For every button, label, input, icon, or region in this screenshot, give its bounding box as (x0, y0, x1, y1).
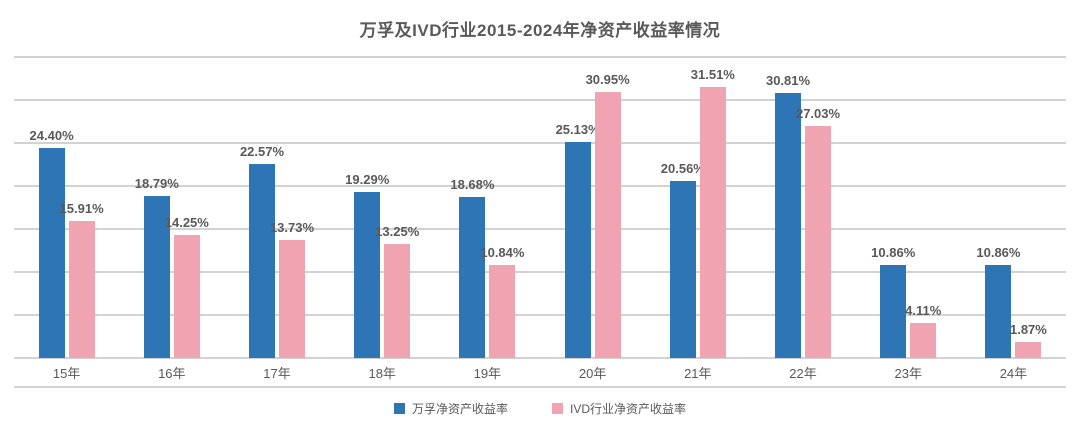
bar-wondfo-22年: 30.81% (766, 73, 810, 358)
x-tick-label-19年: 19年 (473, 365, 502, 381)
bar-value-label: 30.81% (765, 73, 811, 89)
bar-value-label: 18.68% (450, 177, 495, 193)
gridline-15 (14, 228, 1066, 230)
legend-item-ivd: IVD行业净资产收益率 (552, 400, 686, 417)
bar-value-label: 19.29% (345, 172, 390, 188)
bar-value-label: 13.73% (269, 219, 315, 235)
bar-wondfo-24年: 10.86% (976, 245, 1020, 358)
x-tick-label-16年: 16年 (158, 365, 186, 381)
bar-value-label: 10.86% (976, 244, 1021, 260)
bar-group-19年: 18.68% 10.84% (435, 57, 540, 358)
legend-swatch-icon (552, 402, 563, 414)
x-axis-labels: 15年 16年 17年 18年 19年 20年 21年 22年 23年 24年 (14, 358, 1066, 388)
bar-group-17年: 22.57% 13.73% (224, 57, 329, 358)
gridline-0 (14, 357, 1066, 359)
bar-value-label: 1.87% (1009, 321, 1047, 337)
chart-title: 万孚及IVD行业2015-2024年净资产收益率情况 (359, 21, 721, 40)
bar-ivd-23年: 4.11% (905, 303, 941, 358)
bar-wondfo-21年: 20.56% (661, 161, 705, 358)
plot-area: 24.40% 15.91% 18.79% 14.25% 22.57% 13.73% 19.2… (14, 56, 1066, 359)
bar-value-label: 10.84% (480, 244, 525, 260)
bar-ivd-20年: 30.95% (586, 72, 630, 358)
legend-label: IVD行业净资产收益率 (570, 401, 687, 416)
bar-ivd-19年: 10.84% (480, 245, 524, 358)
bar-value-label: 22.57% (239, 143, 285, 159)
bar-ivd-17年: 13.73% (270, 220, 314, 358)
gridline-35 (14, 56, 1066, 58)
gridline-5 (14, 314, 1066, 316)
legend-item-wondfo: 万孚净资产收益率 (393, 400, 508, 417)
bar-value-label: 15.91% (59, 201, 104, 217)
x-tick-label-22年: 22年 (789, 365, 817, 381)
x-tick-label-24年: 24年 (999, 365, 1028, 381)
bar-wondfo-23年: 10.86% (871, 245, 915, 358)
bar-value-label: 30.95% (585, 71, 630, 87)
gridline-10 (14, 271, 1066, 273)
bar-value-label: 10.86% (871, 244, 916, 260)
bar-value-label: 25.13% (555, 121, 600, 137)
bar-wondfo-20年: 25.13% (556, 122, 600, 358)
bar-value-label: 24.40% (29, 128, 74, 144)
bar-value-label: 31.51% (690, 67, 735, 83)
gridline-30 (14, 99, 1066, 101)
x-tick-label-21年: 21年 (684, 365, 712, 381)
bar-value-label: 14.25% (164, 215, 209, 231)
gridline-20 (14, 185, 1066, 187)
gridline-25 (14, 142, 1066, 144)
bar-group-21年: 20.56% 31.51% (645, 57, 750, 358)
bar-value-label: 18.79% (134, 176, 179, 192)
bar-wondfo-15年: 24.40% (30, 128, 74, 358)
bar-ivd-24年: 1.87% (1010, 322, 1047, 358)
bar-wondfo-17年: 22.57% (240, 144, 284, 358)
bar-wondfo-16年: 18.79% (135, 176, 179, 358)
bar-wondfo-19年: 18.68% (450, 177, 494, 358)
bar-ivd-21年: 31.51% (691, 67, 735, 358)
x-tick-label-23年: 23年 (894, 365, 922, 381)
bar-ivd-16年: 14.25% (165, 215, 209, 358)
bar-value-label: 4.11% (905, 302, 942, 318)
x-tick-label-20年: 20年 (578, 365, 607, 381)
bar-wondfo-18年: 19.29% (345, 172, 389, 358)
bar-value-label: 27.03% (795, 105, 841, 121)
bar-group-18年: 19.29% 13.25% (330, 57, 435, 358)
plot-wrap: 24.40% 15.91% 18.79% 14.25% 22.57% 13.73% 19.2… (0, 56, 1080, 359)
legend: 万孚净资产收益率 IVD行业净资产收益率 (0, 388, 1080, 428)
bar-ivd-15年: 15.91% (60, 201, 104, 358)
legend-swatch-icon (393, 402, 405, 414)
bar-group-24年: 10.86% 1.87% (961, 57, 1066, 358)
x-tick-label-17年: 17年 (263, 365, 291, 381)
bar-group-20年: 25.13% 30.95% (540, 57, 645, 358)
x-tick-label-18年: 18年 (368, 365, 396, 381)
bar-group-16年: 18.79% 14.25% (119, 57, 224, 358)
bar-value-label: 13.25% (375, 224, 420, 240)
bar-group-15年: 24.40% 15.91% (14, 57, 119, 358)
bar-ivd-22年: 27.03% (796, 106, 840, 358)
bar-groups: 24.40% 15.91% 18.79% 14.25% 22.57% 13.73% 19.2… (14, 57, 1066, 358)
bar-value-label: 20.56% (660, 161, 705, 177)
x-axis: 15年 16年 17年 18年 19年 20年 21年 22年 23年 24年 (0, 358, 1080, 388)
bar-group-22年: 30.81% 27.03% (750, 57, 855, 358)
bar-group-23年: 10.86% 4.11% (856, 57, 961, 358)
bar-ivd-18年: 13.25% (375, 224, 419, 358)
legend-label: 万孚净资产收益率 (411, 401, 508, 416)
x-tick-label-15年: 15年 (52, 365, 81, 381)
